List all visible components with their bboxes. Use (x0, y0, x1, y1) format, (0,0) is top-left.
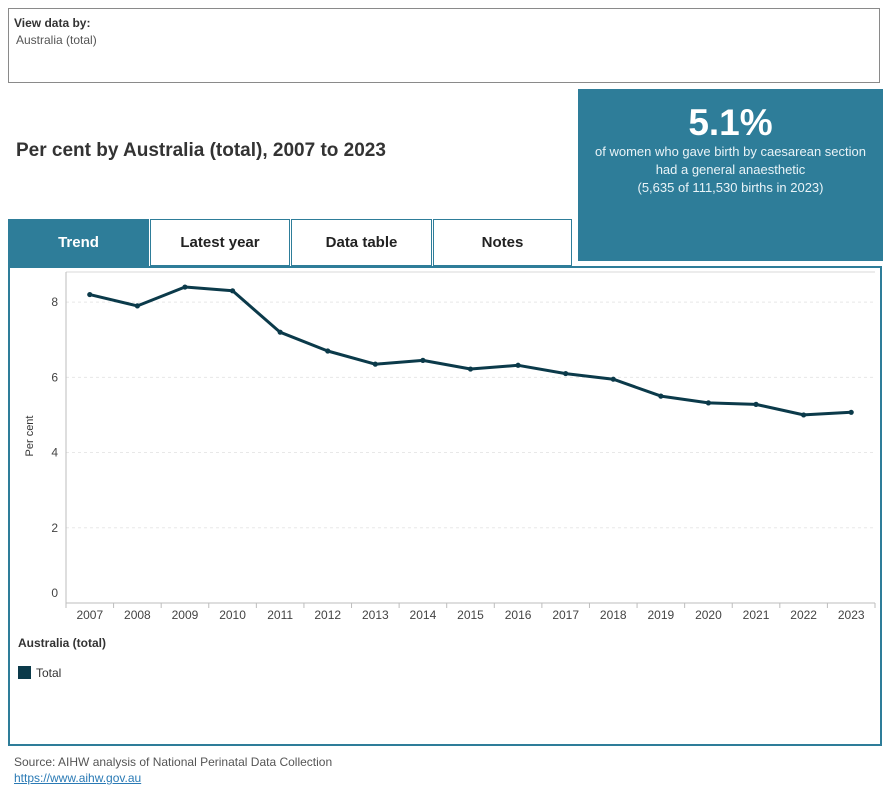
kpi-description-line-3: (5,635 of 111,530 births in 2023) (637, 180, 824, 195)
kpi-description-line-1: of women who gave birth by caesarean sec… (595, 144, 866, 159)
view-data-filter[interactable]: View data by: Australia (total) (8, 8, 880, 83)
kpi-description-line-2: had a general anaesthetic (655, 162, 806, 177)
tab-latest-year[interactable]: Latest year (150, 219, 290, 266)
chart-heading: Per cent by Australia (total), 2007 to 2… (16, 140, 386, 161)
legend-label-total[interactable]: Total (36, 666, 62, 680)
chart-panel (8, 266, 882, 746)
tab-data-table[interactable]: Data table (291, 219, 432, 266)
legend-title: Australia (total) (18, 636, 107, 650)
y-axis-label: Per cent (24, 415, 36, 457)
tab-trend[interactable]: Trend (8, 219, 149, 266)
kpi-card: 5.1% of women who gave birth by caesarea… (578, 89, 883, 261)
aihw-link[interactable]: https://www.aihw.gov.au (14, 771, 142, 785)
source-note: Source: AIHW analysis of National Perina… (14, 755, 333, 769)
tab-notes[interactable]: Notes (433, 219, 572, 266)
kpi-value: 5.1% (688, 102, 773, 143)
filter-dropdown-value[interactable]: Australia (total) (16, 33, 97, 47)
filter-label: View data by: (14, 16, 91, 30)
legend-swatch-total[interactable] (18, 666, 31, 679)
